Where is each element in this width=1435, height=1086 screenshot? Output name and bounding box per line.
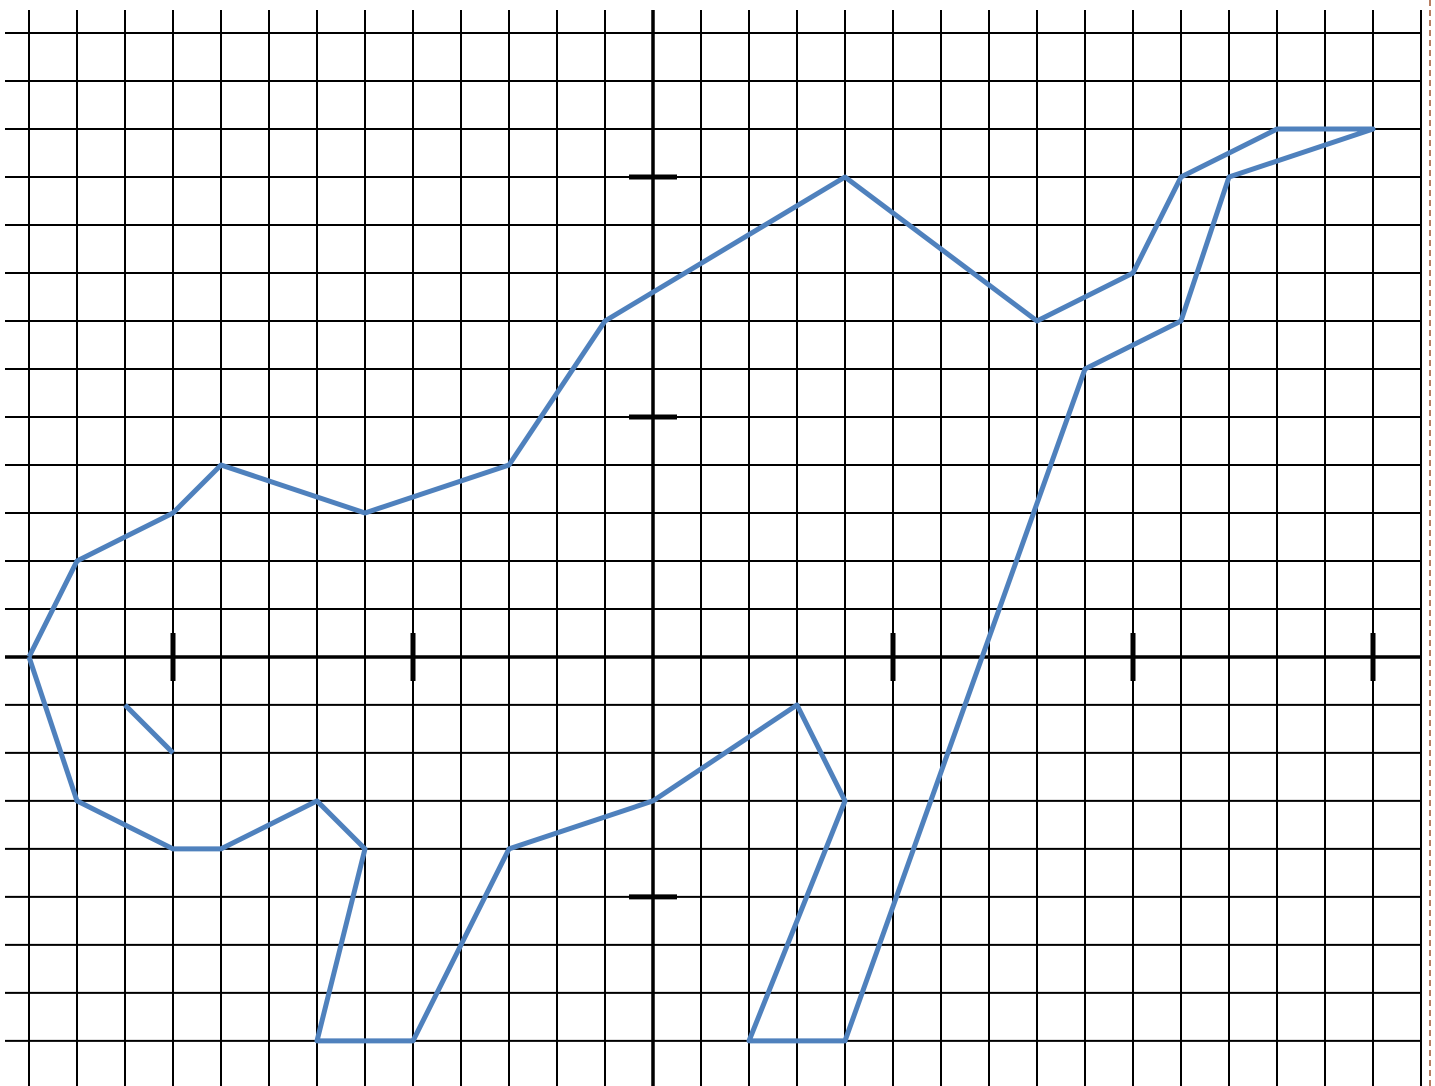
page: {"chart_data": { "type": "line", "xlim":… <box>0 0 1435 1086</box>
chart <box>0 0 1435 1086</box>
outline <box>125 705 173 753</box>
